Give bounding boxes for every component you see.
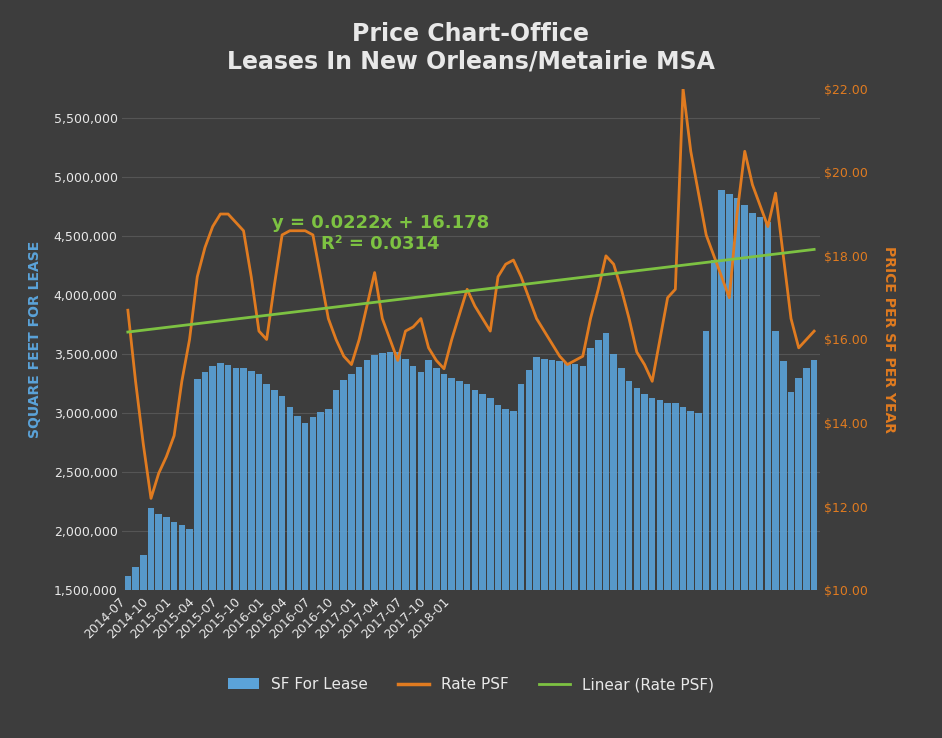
Bar: [140, 555, 147, 738]
Bar: [804, 368, 810, 738]
Bar: [317, 412, 324, 738]
Bar: [672, 403, 678, 738]
Bar: [595, 340, 602, 738]
Bar: [333, 390, 339, 738]
Bar: [680, 407, 687, 738]
Bar: [518, 384, 525, 738]
Bar: [387, 352, 394, 738]
Bar: [618, 368, 625, 738]
Legend: SF For Lease, Rate PSF, Linear (Rate PSF): SF For Lease, Rate PSF, Linear (Rate PSF…: [222, 671, 720, 698]
Y-axis label: PRICE PER SF PER YEAR: PRICE PER SF PER YEAR: [882, 246, 896, 433]
Bar: [765, 222, 771, 738]
Bar: [463, 384, 470, 738]
Bar: [379, 353, 385, 738]
Bar: [240, 368, 247, 738]
Bar: [548, 360, 555, 738]
Bar: [271, 390, 278, 738]
Bar: [788, 392, 794, 738]
Bar: [533, 356, 540, 738]
Bar: [124, 576, 131, 738]
Bar: [734, 199, 740, 738]
Bar: [286, 407, 293, 738]
Bar: [603, 333, 609, 738]
Bar: [472, 390, 479, 738]
Bar: [526, 370, 532, 738]
Bar: [371, 356, 378, 738]
Bar: [541, 359, 547, 738]
Bar: [557, 362, 563, 738]
Bar: [625, 382, 632, 738]
Bar: [349, 374, 355, 738]
Text: y = 0.0222x + 16.178
R² = 0.0314: y = 0.0222x + 16.178 R² = 0.0314: [271, 214, 489, 253]
Bar: [564, 362, 571, 738]
Bar: [417, 372, 424, 738]
Bar: [610, 354, 617, 738]
Y-axis label: SQUARE FEET FOR LEASE: SQUARE FEET FOR LEASE: [28, 241, 42, 438]
Bar: [456, 382, 463, 738]
Bar: [187, 529, 193, 738]
Bar: [325, 409, 332, 738]
Bar: [780, 362, 787, 738]
Bar: [179, 525, 186, 738]
Bar: [356, 368, 363, 738]
Bar: [310, 417, 317, 738]
Bar: [710, 260, 717, 738]
Bar: [132, 567, 138, 738]
Bar: [479, 394, 486, 738]
Bar: [279, 396, 285, 738]
Bar: [695, 413, 702, 738]
Bar: [248, 370, 254, 738]
Bar: [719, 190, 725, 738]
Bar: [225, 365, 232, 738]
Bar: [649, 398, 656, 738]
Bar: [795, 378, 802, 738]
Bar: [425, 360, 431, 738]
Bar: [502, 409, 509, 738]
Text: Price Chart-Office
Leases In New Orleans/Metairie MSA: Price Chart-Office Leases In New Orleans…: [227, 22, 715, 74]
Bar: [410, 366, 416, 738]
Bar: [364, 360, 370, 738]
Bar: [688, 411, 694, 738]
Bar: [703, 331, 709, 738]
Bar: [664, 403, 671, 738]
Bar: [194, 379, 201, 738]
Bar: [642, 394, 648, 738]
Bar: [511, 411, 517, 738]
Bar: [155, 514, 162, 738]
Bar: [433, 368, 440, 738]
Bar: [487, 398, 494, 738]
Bar: [294, 415, 300, 738]
Bar: [811, 360, 818, 738]
Bar: [726, 193, 733, 738]
Bar: [749, 213, 755, 738]
Bar: [302, 423, 308, 738]
Bar: [202, 372, 208, 738]
Bar: [395, 352, 401, 738]
Bar: [657, 400, 663, 738]
Bar: [741, 205, 748, 738]
Bar: [340, 380, 347, 738]
Bar: [587, 348, 593, 738]
Bar: [148, 508, 154, 738]
Bar: [495, 405, 501, 738]
Bar: [233, 368, 239, 738]
Bar: [217, 362, 223, 738]
Bar: [579, 366, 586, 738]
Bar: [756, 217, 763, 738]
Bar: [255, 374, 262, 738]
Bar: [171, 522, 177, 738]
Bar: [448, 378, 455, 738]
Bar: [634, 388, 640, 738]
Bar: [163, 517, 170, 738]
Bar: [772, 331, 779, 738]
Bar: [264, 384, 270, 738]
Bar: [572, 364, 578, 738]
Bar: [209, 366, 216, 738]
Bar: [441, 374, 447, 738]
Bar: [402, 359, 409, 738]
